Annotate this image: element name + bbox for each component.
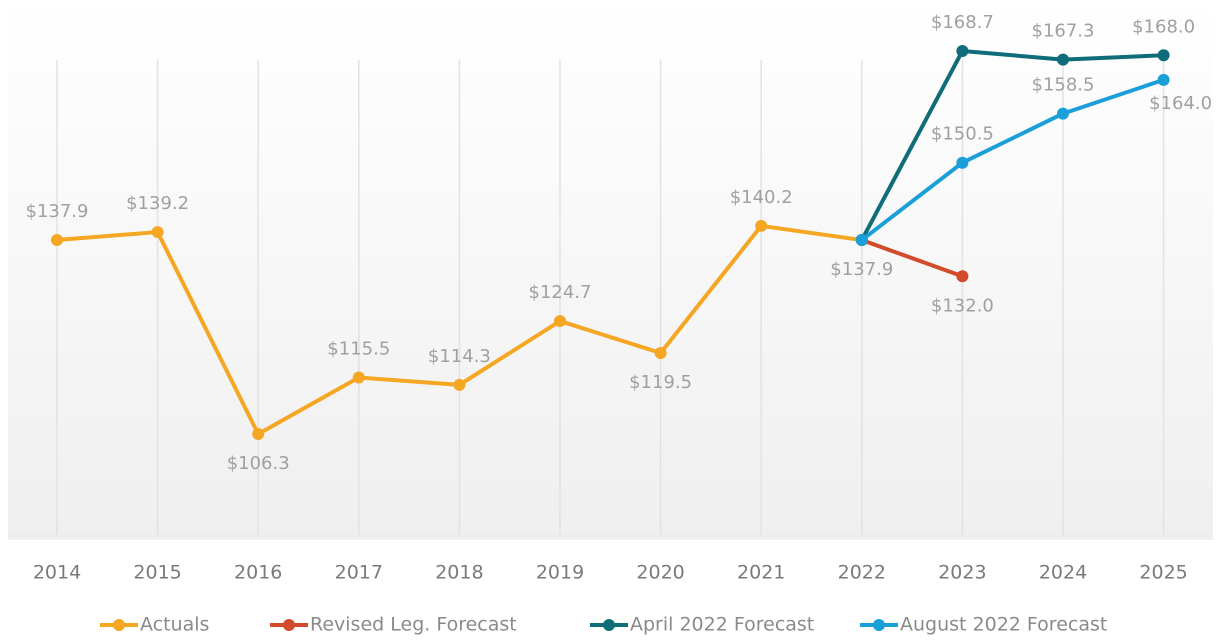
x-tick-label: 2023 bbox=[938, 562, 986, 584]
x-tick-label: 2025 bbox=[1139, 562, 1187, 584]
data-label: $137.9 bbox=[830, 259, 893, 280]
x-tick-label: 2020 bbox=[636, 562, 684, 584]
data-label: $168.0 bbox=[1132, 16, 1195, 37]
data-label: $167.3 bbox=[1032, 21, 1095, 42]
data-label: $137.9 bbox=[26, 201, 89, 222]
data-label: $150.5 bbox=[931, 124, 994, 145]
legend-marker bbox=[283, 619, 295, 631]
data-point bbox=[1057, 107, 1069, 120]
data-label: $115.5 bbox=[327, 339, 390, 360]
data-label: $106.3 bbox=[227, 453, 290, 474]
plot-background bbox=[8, 0, 1213, 540]
legend-label: Actuals bbox=[140, 614, 209, 636]
data-label: $164.0 bbox=[1149, 93, 1212, 114]
x-tick-label: 2018 bbox=[435, 562, 483, 584]
x-tick-label: 2024 bbox=[1039, 562, 1087, 584]
data-point bbox=[453, 378, 466, 391]
data-point bbox=[252, 428, 265, 440]
data-point bbox=[755, 219, 768, 232]
data-label: $124.7 bbox=[529, 282, 592, 303]
data-point bbox=[956, 270, 969, 283]
data-label: $158.5 bbox=[1032, 75, 1095, 96]
x-tick-label: 2022 bbox=[838, 562, 886, 584]
x-tick-label: 2019 bbox=[536, 562, 584, 584]
data-label: $119.5 bbox=[629, 372, 692, 393]
data-point bbox=[956, 156, 969, 169]
data-label: $168.7 bbox=[931, 12, 994, 33]
series-line bbox=[861, 238, 964, 279]
data-label: $140.2 bbox=[730, 187, 793, 208]
data-point bbox=[51, 234, 63, 247]
data-point bbox=[554, 315, 566, 328]
data-point bbox=[956, 45, 969, 57]
legend-label: April 2022 Forecast bbox=[630, 614, 814, 636]
data-label: $132.0 bbox=[931, 295, 994, 316]
x-tick-label: 2015 bbox=[133, 562, 181, 584]
data-point bbox=[151, 226, 164, 239]
legend-marker bbox=[603, 619, 615, 631]
data-point bbox=[352, 371, 365, 384]
legend-label: August 2022 Forecast bbox=[900, 614, 1107, 636]
data-label: $114.3 bbox=[428, 346, 491, 367]
data-point bbox=[855, 234, 868, 247]
x-tick-label: 2017 bbox=[335, 562, 383, 584]
x-tick-label: 2021 bbox=[737, 562, 785, 584]
series-line bbox=[860, 49, 1164, 241]
legend-marker bbox=[113, 619, 125, 631]
data-point bbox=[1057, 53, 1069, 66]
data-point bbox=[1157, 73, 1170, 86]
data-label: $139.2 bbox=[126, 193, 189, 214]
data-point bbox=[1157, 49, 1170, 62]
x-tick-label: 2014 bbox=[33, 562, 81, 584]
data-point bbox=[654, 346, 667, 359]
legend-label: Revised Leg. Forecast bbox=[310, 614, 517, 636]
legend-marker bbox=[873, 619, 885, 631]
x-tick-label: 2016 bbox=[234, 562, 282, 584]
series-line bbox=[860, 77, 1165, 242]
